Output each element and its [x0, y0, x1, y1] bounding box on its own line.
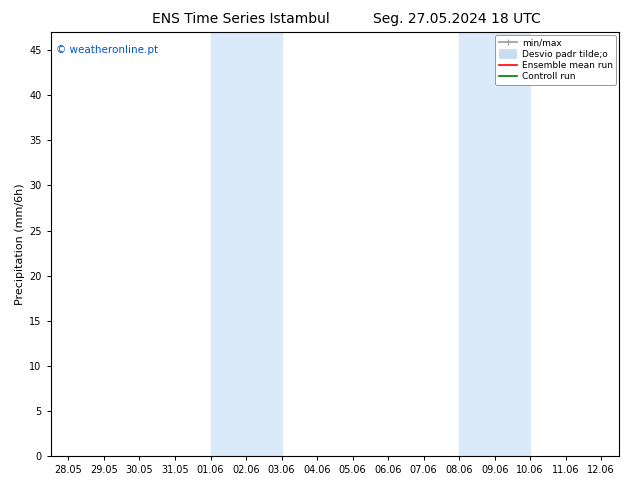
- Bar: [459, 32, 530, 456]
- Legend: min/max, Desvio padr tilde;o, Ensemble mean run, Controll run: min/max, Desvio padr tilde;o, Ensemble m…: [496, 35, 616, 85]
- Text: ENS Time Series Istambul: ENS Time Series Istambul: [152, 12, 330, 26]
- Text: Seg. 27.05.2024 18 UTC: Seg. 27.05.2024 18 UTC: [373, 12, 540, 26]
- Bar: [210, 32, 281, 456]
- Text: © weatheronline.pt: © weatheronline.pt: [56, 45, 158, 55]
- Y-axis label: Precipitation (mm/6h): Precipitation (mm/6h): [15, 183, 25, 305]
